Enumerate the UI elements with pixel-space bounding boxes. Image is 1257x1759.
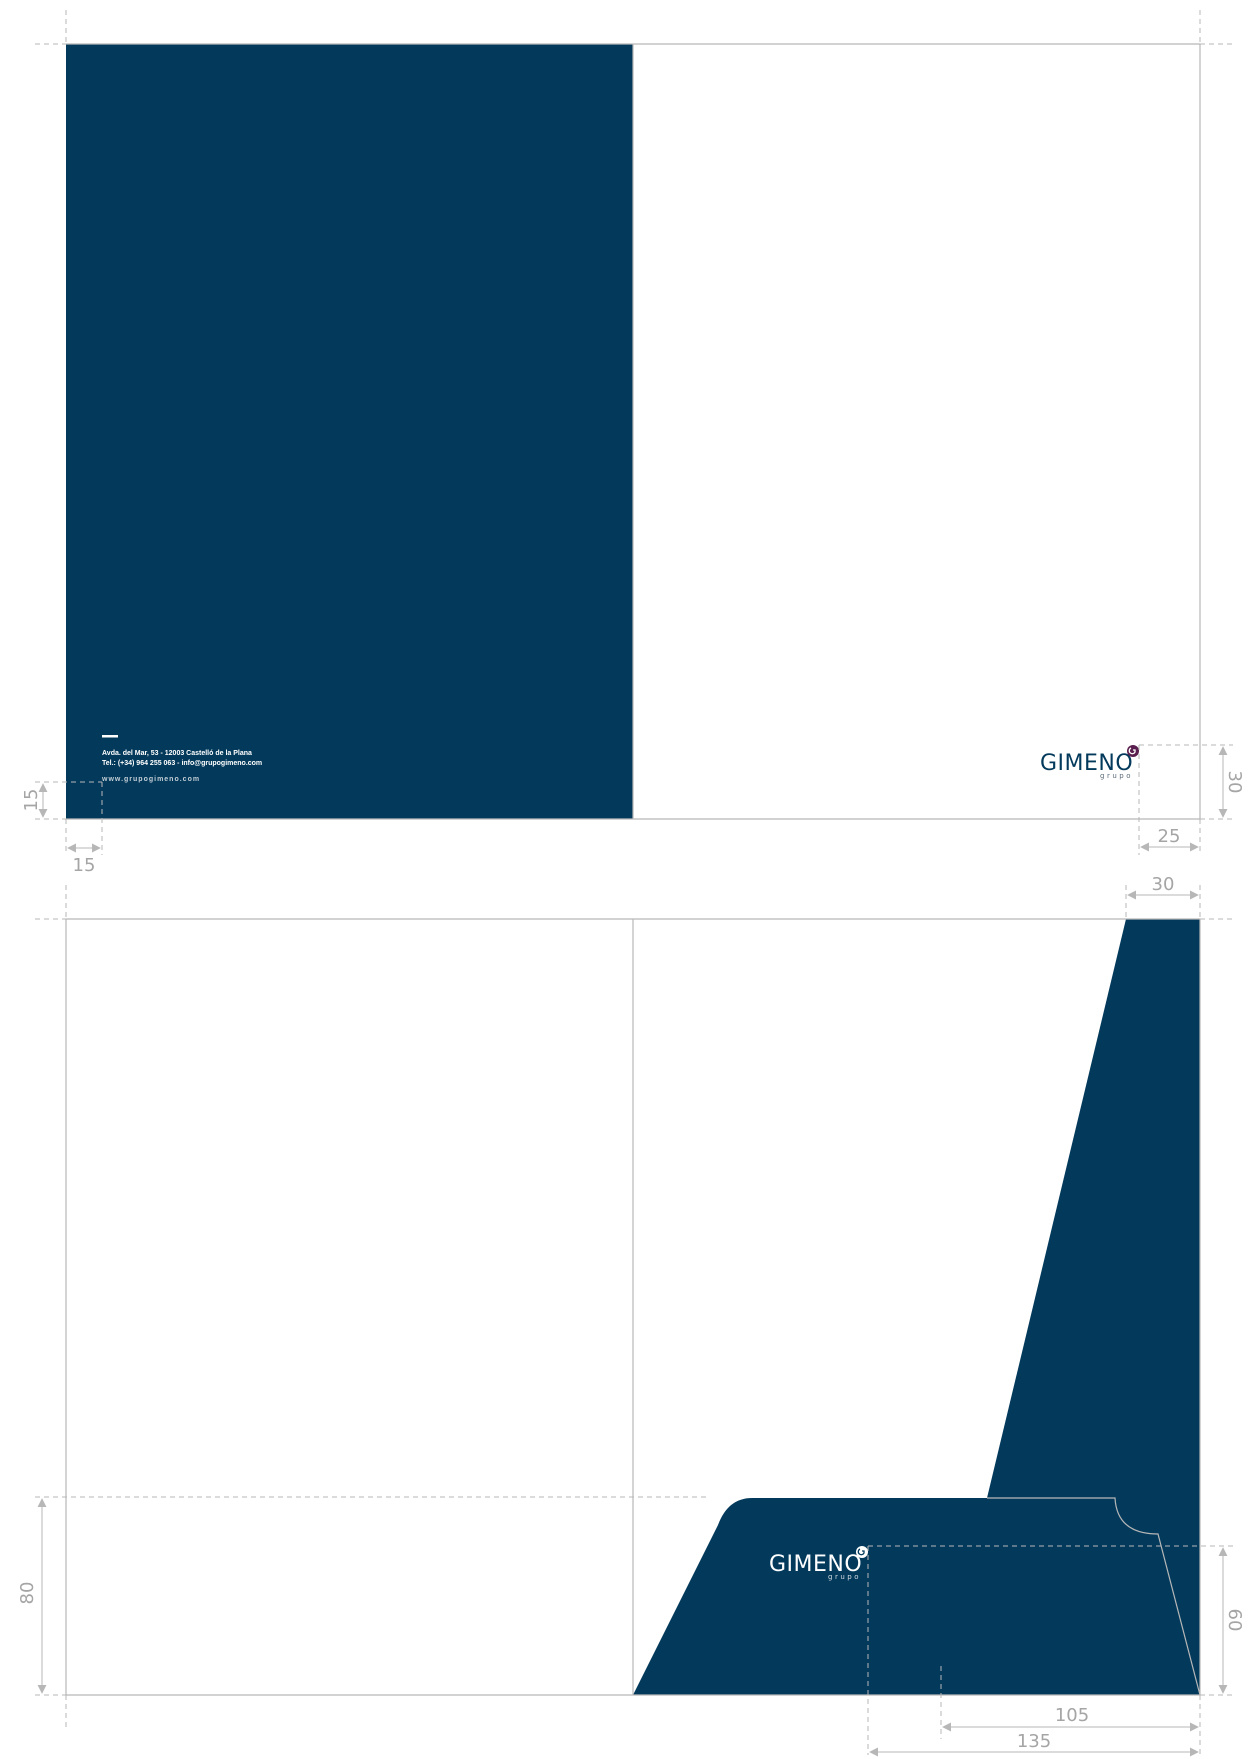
contact-phone-email: Tel.: (+34) 964 255 063 - info@grupogime… <box>102 760 262 767</box>
dim-label: 30 <box>1224 771 1245 794</box>
outer-cover-spread: Avda. del Mar, 53 - 12003 Castelló de la… <box>21 10 1245 876</box>
logo-wordmark: GIMENO <box>1040 751 1133 776</box>
pocket-logo: GIMENO grupo <box>769 1546 868 1581</box>
inner-spread-outline <box>65 918 1201 1696</box>
dim-logo-bottom-offset: 30 <box>1139 744 1245 820</box>
back-cover-panel <box>66 44 633 819</box>
contact-accent-bar <box>102 735 118 738</box>
dim-label: 15 <box>73 855 96 876</box>
contact-address: Avda. del Mar, 53 - 12003 Castelló de la… <box>102 750 252 757</box>
front-cover-logo: GIMENO grupo <box>1040 745 1139 780</box>
gimeno-g-icon <box>856 1546 868 1558</box>
dim-logo-pocket-height: 60 <box>868 1545 1245 1696</box>
dim-margin-left-vertical: 15 <box>21 781 102 820</box>
logo-subtitle: grupo <box>1100 772 1133 780</box>
pocket-cut-line <box>987 1497 1201 1696</box>
dim-logo-right-offset: 25 <box>1138 745 1201 855</box>
gimeno-g-icon <box>1127 745 1139 757</box>
dim-label: 30 <box>1152 874 1175 895</box>
dim-label: 25 <box>1158 826 1181 847</box>
contact-website: www.grupogimeno.com <box>101 776 200 783</box>
dim-pocket-width-135: 135 <box>867 1546 1199 1757</box>
dim-label: 105 <box>1055 1705 1089 1726</box>
outer-cover-outline <box>66 43 1201 820</box>
dim-flap-top-width: 30 <box>1125 874 1199 919</box>
dim-label: 80 <box>17 1582 38 1605</box>
logo-wordmark: GIMENO <box>769 1552 862 1577</box>
trim-marks-top <box>35 10 1233 45</box>
pocket-panel <box>633 1498 1200 1695</box>
contact-block: Avda. del Mar, 53 - 12003 Castelló de la… <box>101 735 262 783</box>
inner-pocket-spread: GIMENO grupo 30 80 60 <box>17 874 1245 1757</box>
dim-label: 60 <box>1224 1609 1245 1632</box>
dim-margin-left-horizontal: 15 <box>65 782 103 876</box>
dim-label: 135 <box>1017 1731 1051 1752</box>
dim-pocket-height: 80 <box>17 1496 710 1696</box>
trim-marks-bottom <box>35 885 1233 1728</box>
dim-pocket-width-105: 105 <box>940 1666 1201 1755</box>
dim-label: 15 <box>21 789 42 812</box>
logo-subtitle: grupo <box>828 1573 861 1581</box>
